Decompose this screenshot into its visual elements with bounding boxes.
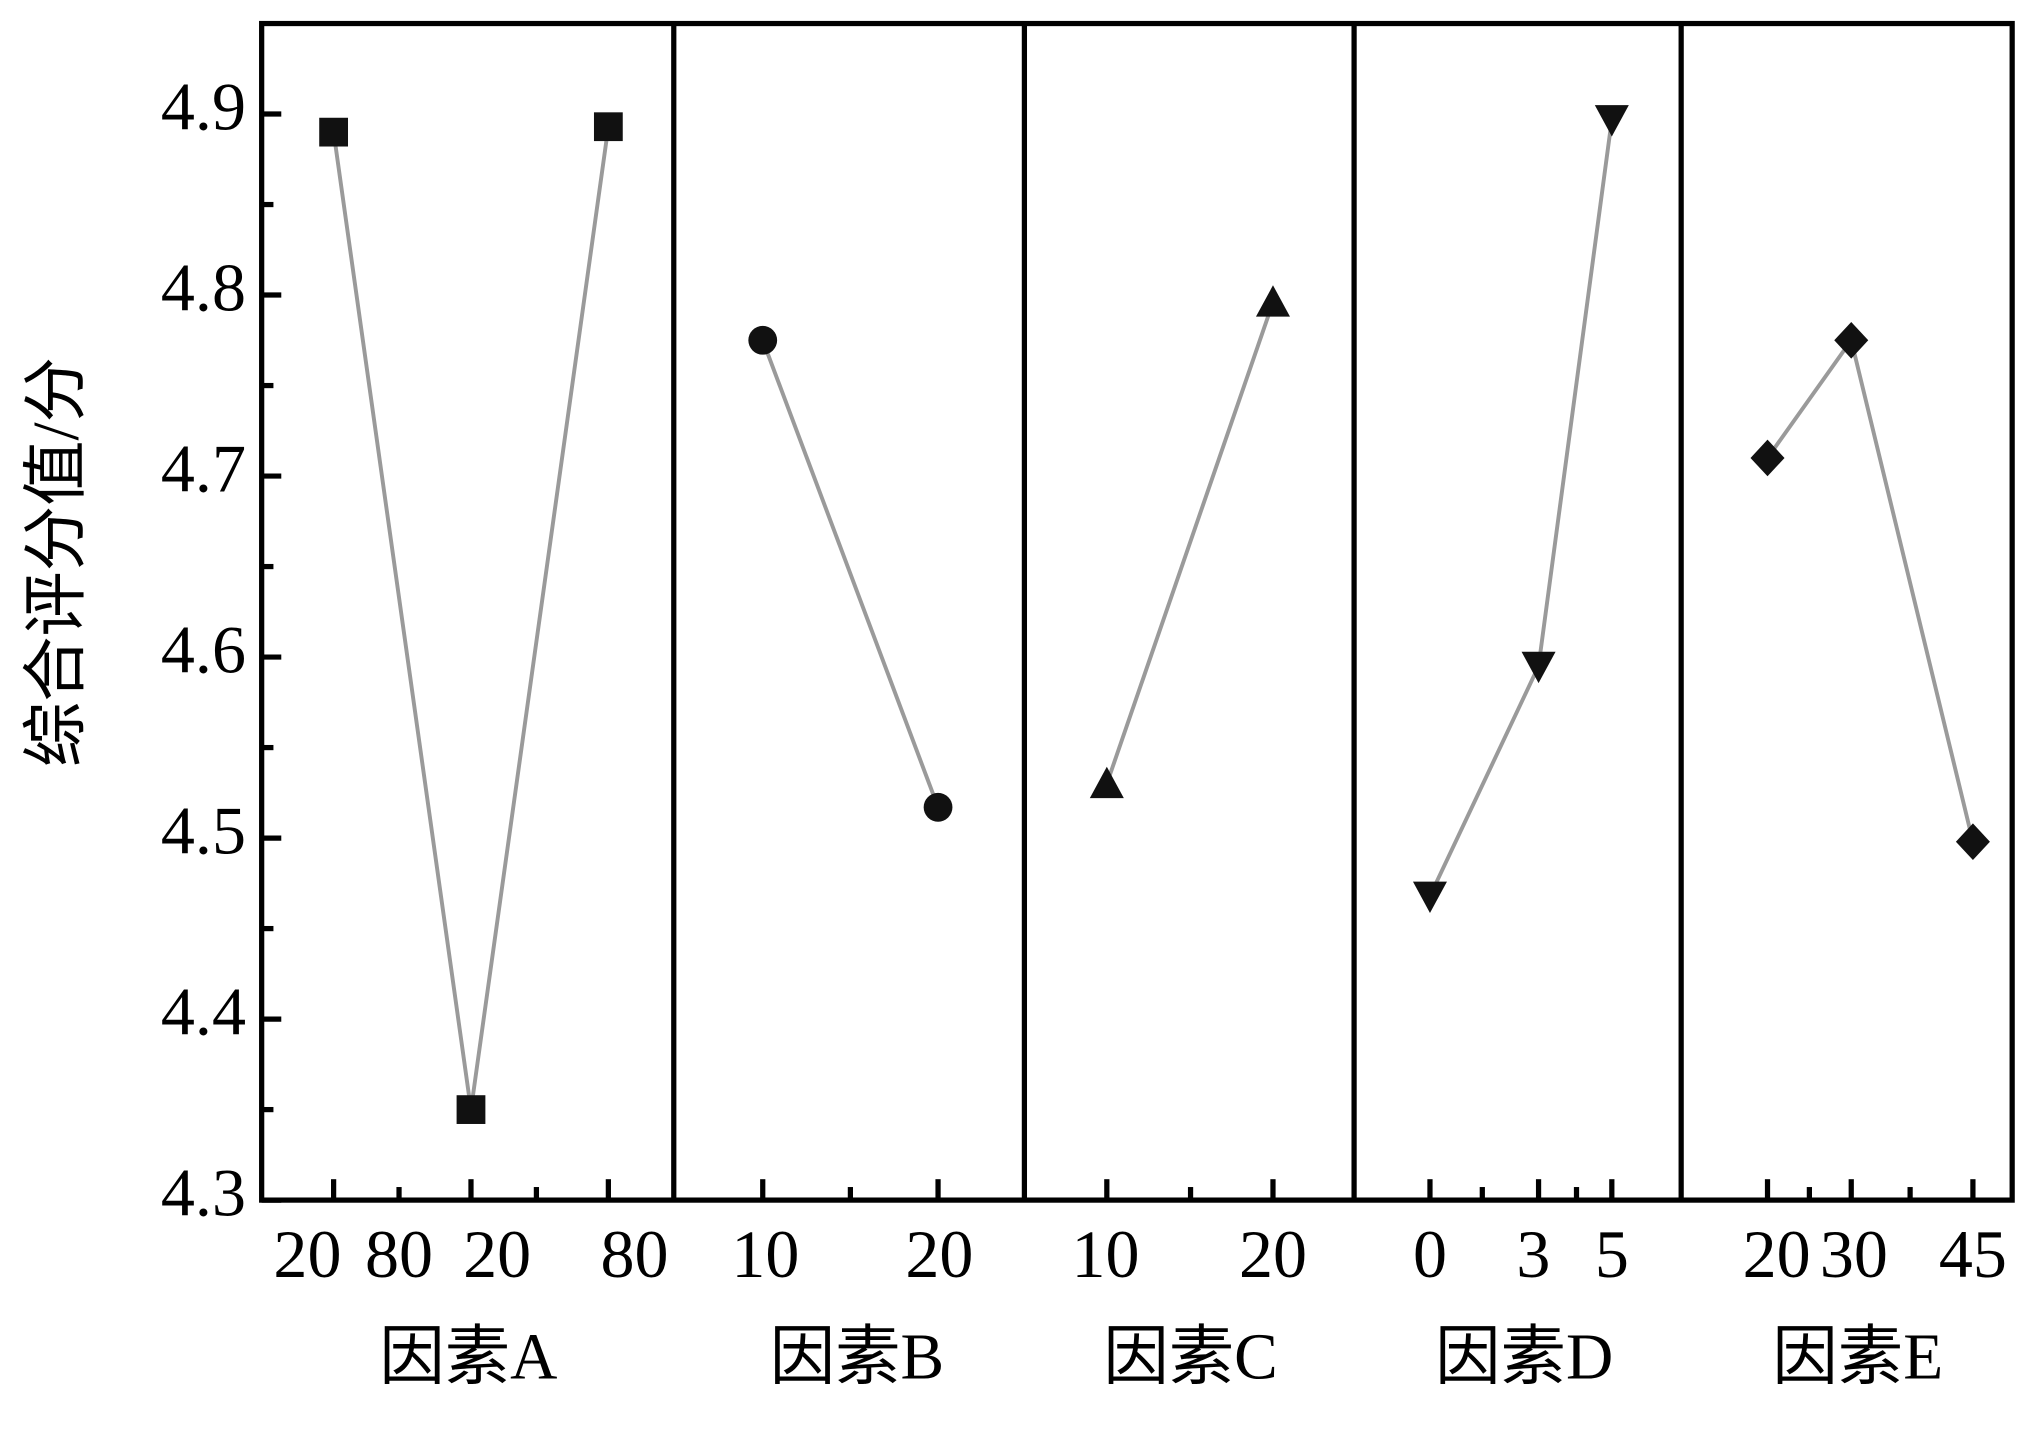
axes-frame — [259, 20, 2015, 1203]
x-axis-label: 因素D — [1435, 1322, 1613, 1394]
y-tick-label: 4.6 — [161, 612, 246, 688]
x-tick-label: 10 — [731, 1216, 799, 1292]
line — [1104, 301, 1275, 785]
marker — [1834, 321, 1869, 359]
line — [1428, 119, 1614, 897]
marker — [1255, 285, 1290, 317]
marker — [456, 1095, 486, 1124]
x-tick-label: 0 — [1413, 1216, 1447, 1292]
y-tick-label: 4.8 — [161, 250, 246, 326]
line — [760, 339, 940, 808]
x-tick-label: 20 — [1743, 1216, 1811, 1292]
marker — [1521, 651, 1556, 684]
marker — [319, 117, 349, 147]
marker — [748, 325, 778, 355]
x-tick-label: 10 — [1072, 1216, 1140, 1292]
x-tick-label: 30 — [1820, 1216, 1888, 1292]
marker — [1089, 766, 1124, 799]
line — [1765, 335, 1975, 843]
x-tick-label: 20 — [1239, 1216, 1307, 1292]
x-axis-label: 因素C — [1103, 1322, 1277, 1394]
y-tick-label: 4.3 — [161, 1155, 246, 1231]
x-tick-label: 20 — [905, 1216, 973, 1292]
x-tick-label: 80 — [365, 1216, 433, 1292]
y-axis-label: 综合评分值/分 — [21, 357, 93, 767]
x-tick-label: 20 — [463, 1216, 531, 1292]
x-tick-label: 45 — [1939, 1216, 2007, 1292]
marker — [923, 792, 953, 822]
x-tick-label: 5 — [1595, 1216, 1629, 1292]
x-axis-label: 因素B — [770, 1322, 944, 1394]
y-tick-label: 4.9 — [161, 69, 246, 145]
x-tick-label: 20 — [273, 1216, 341, 1292]
marker — [593, 112, 623, 142]
y-tick-label: 4.4 — [161, 974, 246, 1050]
x-tick-label: 3 — [1516, 1216, 1550, 1292]
line — [331, 126, 611, 1110]
x-axis-label: 因素E — [1772, 1322, 1943, 1394]
y-tick-label: 4.7 — [161, 431, 246, 507]
marker — [1412, 881, 1447, 913]
x-tick-label: 80 — [601, 1216, 669, 1292]
marker — [1594, 105, 1629, 137]
plot-area: 综合评分值/分 4.3 4.4 4.5 4.6 4.7 4.8 4.9 20 80 20 80 因素A… — [21, 20, 2015, 1394]
x-axis-label: 因素A — [379, 1322, 557, 1394]
marker — [1750, 439, 1785, 477]
y-tick-label: 4.5 — [161, 793, 246, 869]
marker — [1955, 823, 1990, 861]
